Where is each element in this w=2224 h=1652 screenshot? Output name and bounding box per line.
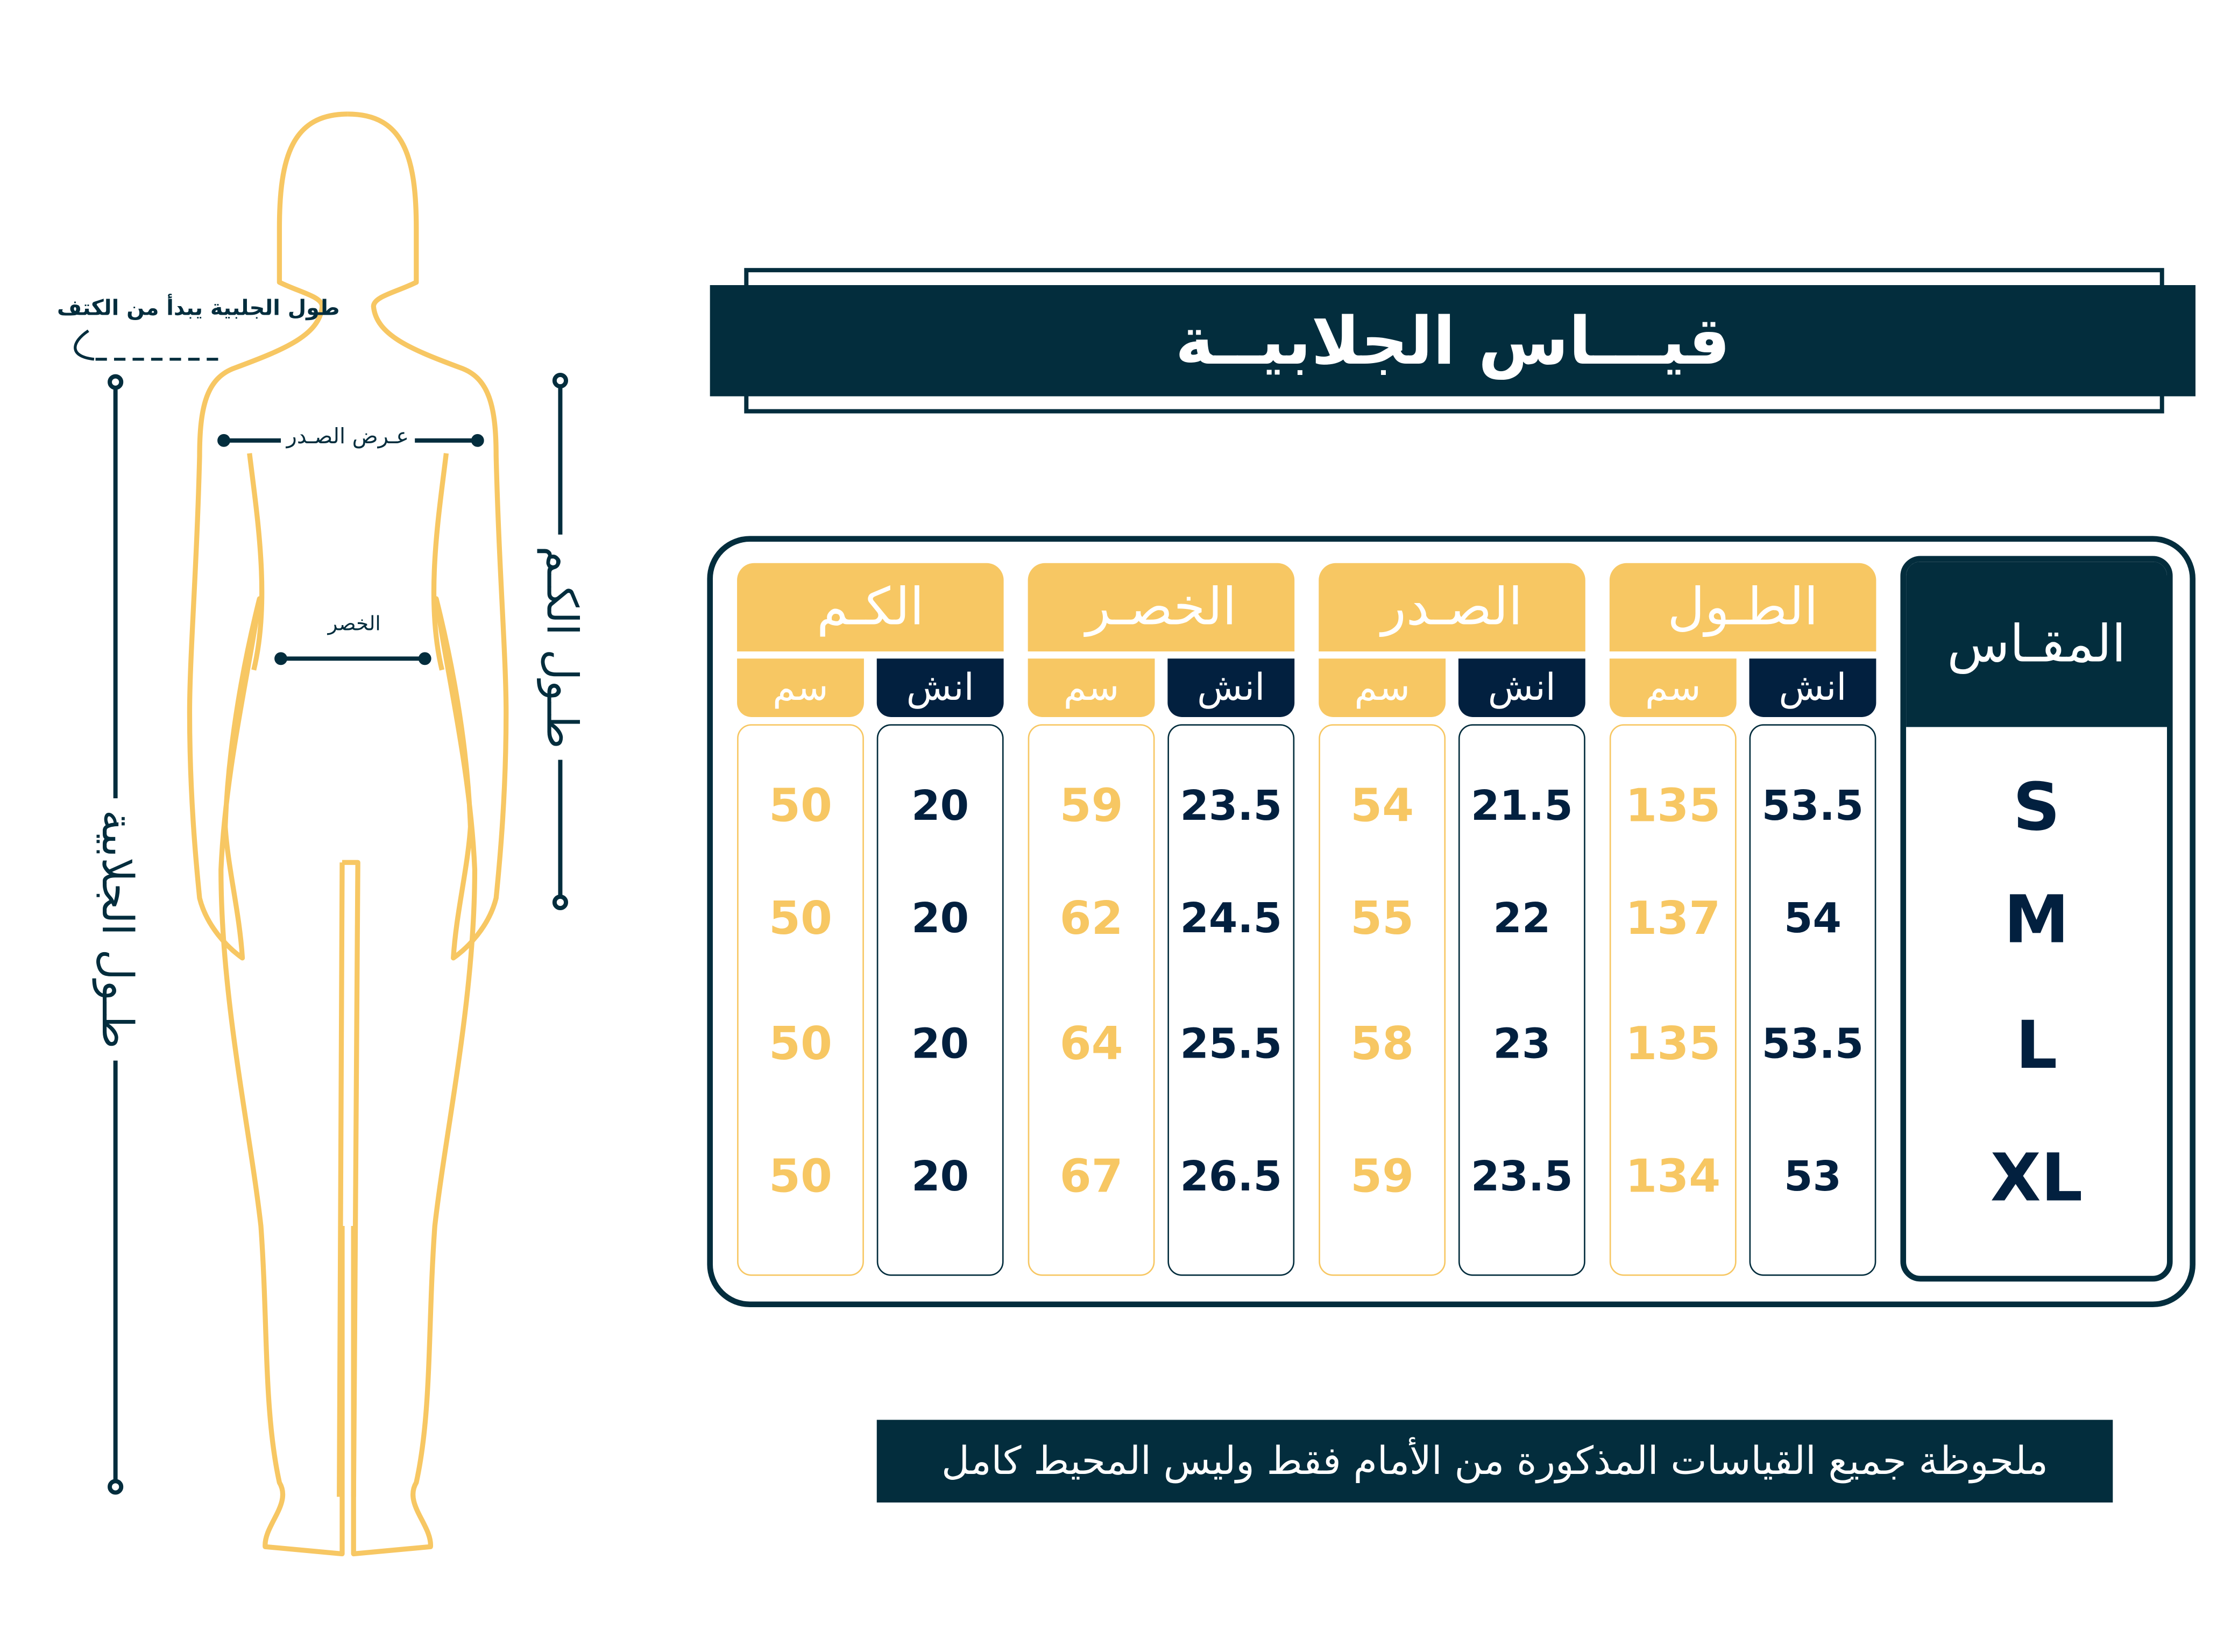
chest-cm-cells: 54 55 58 59 — [1319, 724, 1446, 1276]
length-inch-value: 54 — [1783, 894, 1841, 942]
sleeve-length-label: طـول الكـم — [536, 534, 586, 761]
length-cm-value: 135 — [1625, 1016, 1721, 1071]
chest-inch-unit: انش — [1458, 658, 1585, 717]
column-group-waist: الخصـر سم انش 59 62 64 67 23.5 24.5 25.5 26.5 — [1028, 563, 1295, 1276]
size-xl: XL — [1990, 1139, 2083, 1216]
chest-cm-value: 55 — [1350, 891, 1414, 945]
sleeve-inch-value: 20 — [911, 894, 969, 942]
sleeve-cm-value: 50 — [768, 891, 832, 945]
chest-cm-value: 59 — [1350, 1148, 1414, 1203]
sleeve-inch-value: 20 — [911, 1019, 969, 1068]
sleeve-cm-value: 50 — [768, 778, 832, 833]
chest-inch-value: 23 — [1493, 1019, 1551, 1068]
length-cm-value: 134 — [1625, 1148, 1721, 1203]
chest-inch-value: 21.5 — [1471, 781, 1573, 830]
chest-cm-value: 58 — [1350, 1016, 1414, 1071]
length-inch-value: 53 — [1783, 1152, 1841, 1201]
length-cm-value: 135 — [1625, 778, 1721, 833]
column-group-sleeve: الكـم سم انش 50 50 50 50 20 20 20 20 — [737, 563, 1004, 1276]
chest-inch-cells: 21.5 22 23 23.5 — [1458, 724, 1585, 1276]
chest-inch-value: 22 — [1493, 894, 1551, 942]
waist-label: الخصر — [328, 613, 381, 636]
length-cm-value: 137 — [1625, 891, 1721, 945]
size-l: L — [2015, 1006, 2058, 1084]
length-cm-cells: 135 137 135 134 — [1609, 724, 1737, 1276]
sleeve-cm-value: 50 — [768, 1016, 832, 1071]
sleeve-inch-value: 20 — [911, 1152, 969, 1201]
waist-inch-value: 25.5 — [1180, 1019, 1283, 1068]
waist-inch-value: 26.5 — [1180, 1152, 1283, 1201]
waist-cm-value: 62 — [1059, 891, 1123, 945]
silhouette-right — [348, 111, 509, 1557]
sleeve-cm-value: 50 — [768, 1148, 832, 1203]
size-m: M — [2003, 881, 2070, 958]
waist-inch-unit: انش — [1167, 658, 1295, 717]
length-start-note: طول الجلبية يبدأ من الكتف — [57, 295, 340, 321]
page-title: قيـــاس الجلابيــة — [710, 285, 2196, 396]
sleeve-cm-unit: سم — [737, 658, 864, 717]
chest-header: الصـدر — [1319, 563, 1585, 652]
waist-cm-cells: 59 62 64 67 — [1028, 724, 1155, 1276]
inner-leg — [337, 860, 360, 1497]
sleeve-inch-value: 20 — [911, 781, 969, 830]
column-group-length: الطـول سم انش 135 137 135 134 53.5 54 53.5 53 — [1609, 563, 1876, 1276]
waist-header: الخصـر — [1028, 563, 1295, 652]
silhouette-left — [187, 111, 348, 1557]
size-s: S — [2013, 768, 2060, 846]
waist-cm-unit: سم — [1028, 658, 1155, 717]
length-cm-unit: سم — [1609, 658, 1737, 717]
chest-cm-value: 54 — [1350, 778, 1414, 833]
waist-inch-cells: 23.5 24.5 25.5 26.5 — [1167, 724, 1295, 1276]
waist-cm-value: 67 — [1059, 1148, 1123, 1203]
chest-inch-value: 23.5 — [1471, 1152, 1573, 1201]
sleeve-cm-cells: 50 50 50 50 — [737, 724, 864, 1276]
chest-label: عـرض الصـدر — [281, 423, 415, 449]
length-inch-cells: 53.5 54 53.5 53 — [1749, 724, 1876, 1276]
column-group-chest: الصـدر سم انش 54 55 58 59 21.5 22 23 23.5 — [1319, 563, 1585, 1276]
length-inch-value: 53.5 — [1761, 781, 1864, 830]
sleeve-inch-unit: انش — [876, 658, 1004, 717]
size-column: المقـاس S M L XL — [1900, 556, 2173, 1282]
torso-lines — [247, 453, 449, 671]
waist-cm-value: 59 — [1059, 778, 1123, 833]
waist-cm-value: 64 — [1059, 1016, 1123, 1071]
waist-inch-value: 24.5 — [1180, 894, 1283, 942]
waist-inch-value: 23.5 — [1180, 781, 1283, 830]
length-inch-unit: انش — [1749, 658, 1876, 717]
length-inch-value: 53.5 — [1761, 1019, 1864, 1068]
sleeve-header: الكـم — [737, 563, 1004, 652]
sleeve-inch-cells: 20 20 20 20 — [876, 724, 1004, 1276]
chest-cm-unit: سم — [1319, 658, 1446, 717]
size-header: المقـاس — [1906, 562, 2168, 727]
measurement-note: ملحوظة جميع القياسات المذكورة من الأمام … — [876, 1420, 2113, 1503]
length-header: الطـول — [1609, 563, 1876, 652]
dress-length-label: طـول الجلابية — [91, 798, 141, 1060]
size-table — [707, 536, 2196, 1308]
